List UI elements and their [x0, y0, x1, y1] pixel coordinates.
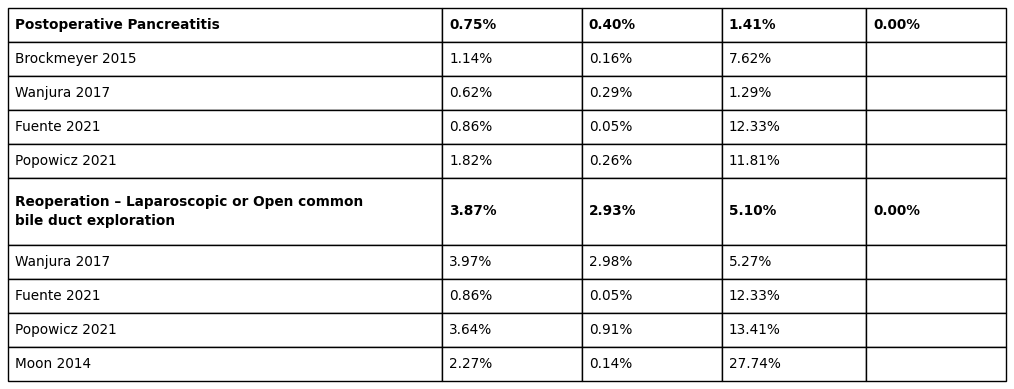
- Text: 11.81%: 11.81%: [729, 154, 781, 168]
- Text: 12.33%: 12.33%: [729, 120, 781, 134]
- Bar: [442, 8, 582, 42]
- Bar: [582, 313, 722, 347]
- Bar: [442, 245, 582, 279]
- Bar: [866, 42, 1006, 76]
- Bar: [722, 144, 866, 177]
- Text: Wanjura 2017: Wanjura 2017: [15, 86, 111, 100]
- Text: 3.64%: 3.64%: [449, 323, 493, 337]
- Text: 2.27%: 2.27%: [449, 357, 493, 371]
- Text: Fuente 2021: Fuente 2021: [15, 120, 100, 134]
- Bar: [8, 76, 442, 110]
- Bar: [582, 347, 722, 381]
- Text: 1.41%: 1.41%: [729, 18, 776, 32]
- Bar: [722, 42, 866, 76]
- Text: 0.86%: 0.86%: [449, 120, 493, 134]
- Bar: [866, 313, 1006, 347]
- Text: 0.91%: 0.91%: [589, 323, 632, 337]
- Text: 0.14%: 0.14%: [589, 357, 632, 371]
- Bar: [8, 245, 442, 279]
- Bar: [866, 110, 1006, 144]
- Text: 0.00%: 0.00%: [873, 18, 920, 32]
- Bar: [8, 110, 442, 144]
- Bar: [866, 177, 1006, 245]
- Text: 1.82%: 1.82%: [449, 154, 493, 168]
- Bar: [8, 313, 442, 347]
- Text: 5.27%: 5.27%: [729, 255, 772, 269]
- Bar: [442, 76, 582, 110]
- Bar: [442, 177, 582, 245]
- Bar: [866, 76, 1006, 110]
- Text: 1.14%: 1.14%: [449, 52, 493, 66]
- Text: 5.10%: 5.10%: [729, 205, 776, 219]
- Bar: [722, 110, 866, 144]
- Bar: [8, 8, 442, 42]
- Bar: [582, 245, 722, 279]
- Text: 7.62%: 7.62%: [729, 52, 772, 66]
- Text: 0.26%: 0.26%: [589, 154, 632, 168]
- Text: 2.98%: 2.98%: [589, 255, 632, 269]
- Text: 0.40%: 0.40%: [589, 18, 636, 32]
- Bar: [722, 76, 866, 110]
- Bar: [442, 42, 582, 76]
- Text: 2.93%: 2.93%: [589, 205, 636, 219]
- Bar: [8, 177, 442, 245]
- Bar: [722, 245, 866, 279]
- Bar: [582, 76, 722, 110]
- Bar: [866, 245, 1006, 279]
- Bar: [582, 144, 722, 177]
- Bar: [442, 313, 582, 347]
- Bar: [442, 144, 582, 177]
- Text: 0.05%: 0.05%: [589, 120, 632, 134]
- Bar: [866, 144, 1006, 177]
- Text: 12.33%: 12.33%: [729, 289, 781, 303]
- Bar: [582, 279, 722, 313]
- Bar: [722, 8, 866, 42]
- Text: Wanjura 2017: Wanjura 2017: [15, 255, 111, 269]
- Text: 13.41%: 13.41%: [729, 323, 781, 337]
- Text: Moon 2014: Moon 2014: [15, 357, 91, 371]
- Text: 1.29%: 1.29%: [729, 86, 772, 100]
- Text: Popowicz 2021: Popowicz 2021: [15, 154, 117, 168]
- Bar: [442, 110, 582, 144]
- Bar: [866, 347, 1006, 381]
- Bar: [442, 347, 582, 381]
- Text: Fuente 2021: Fuente 2021: [15, 289, 100, 303]
- Text: Popowicz 2021: Popowicz 2021: [15, 323, 117, 337]
- Text: 0.62%: 0.62%: [449, 86, 493, 100]
- Text: 3.97%: 3.97%: [449, 255, 493, 269]
- Text: 0.86%: 0.86%: [449, 289, 493, 303]
- Text: 0.16%: 0.16%: [589, 52, 632, 66]
- Text: 0.00%: 0.00%: [873, 205, 920, 219]
- Text: 27.74%: 27.74%: [729, 357, 781, 371]
- Bar: [442, 279, 582, 313]
- Text: Brockmeyer 2015: Brockmeyer 2015: [15, 52, 137, 66]
- Bar: [582, 110, 722, 144]
- Bar: [722, 279, 866, 313]
- Text: Postoperative Pancreatitis: Postoperative Pancreatitis: [15, 18, 220, 32]
- Bar: [8, 144, 442, 177]
- Text: Reoperation – Laparoscopic or Open common
bile duct exploration: Reoperation – Laparoscopic or Open commo…: [15, 195, 363, 228]
- Bar: [582, 42, 722, 76]
- Bar: [866, 8, 1006, 42]
- Bar: [582, 177, 722, 245]
- Text: 0.05%: 0.05%: [589, 289, 632, 303]
- Text: 0.75%: 0.75%: [449, 18, 496, 32]
- Bar: [866, 279, 1006, 313]
- Bar: [722, 313, 866, 347]
- Bar: [722, 177, 866, 245]
- Bar: [722, 347, 866, 381]
- Bar: [8, 347, 442, 381]
- Bar: [582, 8, 722, 42]
- Text: 0.29%: 0.29%: [589, 86, 632, 100]
- Bar: [8, 279, 442, 313]
- Text: 3.87%: 3.87%: [449, 205, 497, 219]
- Bar: [8, 42, 442, 76]
